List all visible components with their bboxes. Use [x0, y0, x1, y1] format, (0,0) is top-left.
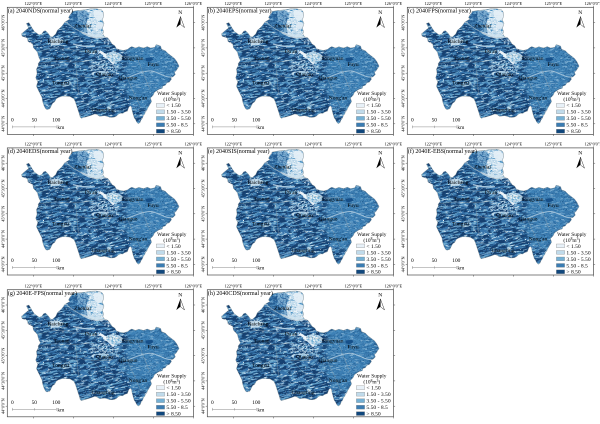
svg-text:(b) 2040EPS(normal year): (b) 2040EPS(normal year): [208, 8, 272, 15]
svg-text:(a) 2040NDS(normal year): (a) 2040NDS(normal year): [8, 8, 73, 15]
svg-text:(e) 2040SIS(normal year): (e) 2040SIS(normal year): [208, 148, 270, 155]
svg-text:(h) 2040CDS(normal year): (h) 2040CDS(normal year): [208, 290, 273, 297]
svg-text:(g) 2040E-FPS(normal year): (g) 2040E-FPS(normal year): [8, 290, 77, 297]
svg-text:(c) 2040FPS(normal year): (c) 2040FPS(normal year): [408, 8, 471, 15]
svg-text:(f) 2040E-EBS(normal year): (f) 2040E-EBS(normal year): [408, 148, 477, 155]
svg-text:(d) 2040EDS(normal year): (d) 2040EDS(normal year): [8, 148, 73, 155]
